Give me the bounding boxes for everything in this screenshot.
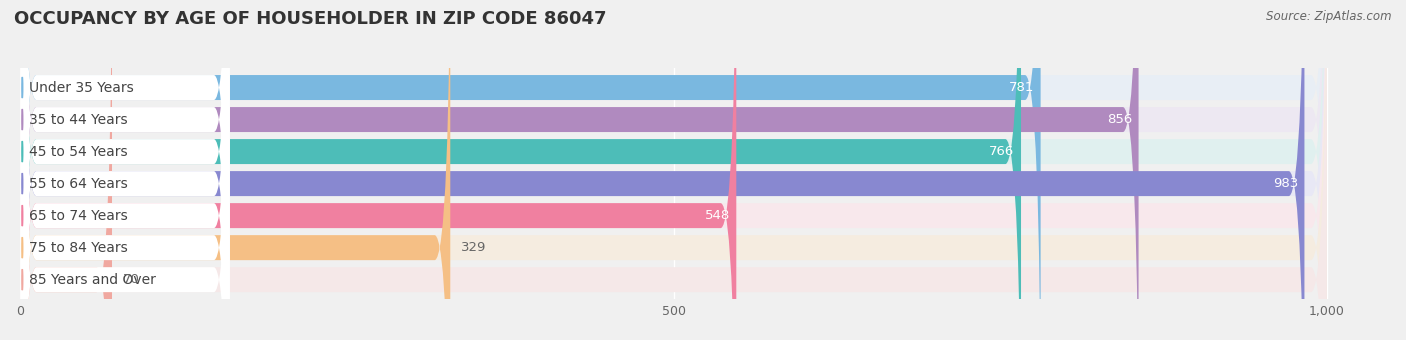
- Text: 35 to 44 Years: 35 to 44 Years: [30, 113, 128, 126]
- Text: 55 to 64 Years: 55 to 64 Years: [30, 176, 128, 191]
- FancyBboxPatch shape: [21, 0, 1327, 340]
- FancyBboxPatch shape: [21, 0, 229, 340]
- FancyBboxPatch shape: [21, 0, 229, 340]
- FancyBboxPatch shape: [21, 0, 1021, 340]
- FancyBboxPatch shape: [21, 0, 1040, 340]
- FancyBboxPatch shape: [21, 0, 1327, 340]
- Text: 45 to 54 Years: 45 to 54 Years: [30, 144, 128, 158]
- Text: 329: 329: [461, 241, 486, 254]
- FancyBboxPatch shape: [21, 0, 1327, 340]
- FancyBboxPatch shape: [21, 0, 112, 340]
- FancyBboxPatch shape: [21, 0, 1139, 340]
- FancyBboxPatch shape: [21, 0, 1327, 340]
- FancyBboxPatch shape: [21, 0, 229, 340]
- FancyBboxPatch shape: [21, 0, 450, 340]
- FancyBboxPatch shape: [21, 0, 229, 340]
- FancyBboxPatch shape: [21, 0, 737, 340]
- FancyBboxPatch shape: [21, 0, 1305, 340]
- FancyBboxPatch shape: [21, 0, 229, 340]
- Text: Source: ZipAtlas.com: Source: ZipAtlas.com: [1267, 10, 1392, 23]
- Text: 856: 856: [1107, 113, 1132, 126]
- Text: 766: 766: [990, 145, 1015, 158]
- Text: 70: 70: [122, 273, 139, 286]
- Text: 548: 548: [704, 209, 730, 222]
- FancyBboxPatch shape: [21, 0, 1327, 340]
- Text: Under 35 Years: Under 35 Years: [30, 81, 134, 95]
- Text: 983: 983: [1272, 177, 1298, 190]
- FancyBboxPatch shape: [21, 0, 229, 340]
- FancyBboxPatch shape: [21, 0, 1327, 340]
- Text: 781: 781: [1008, 81, 1033, 94]
- Text: 75 to 84 Years: 75 to 84 Years: [30, 241, 128, 255]
- Text: OCCUPANCY BY AGE OF HOUSEHOLDER IN ZIP CODE 86047: OCCUPANCY BY AGE OF HOUSEHOLDER IN ZIP C…: [14, 10, 606, 28]
- Text: 85 Years and Over: 85 Years and Over: [30, 273, 156, 287]
- FancyBboxPatch shape: [21, 0, 1327, 340]
- FancyBboxPatch shape: [21, 0, 229, 340]
- Text: 65 to 74 Years: 65 to 74 Years: [30, 209, 128, 223]
